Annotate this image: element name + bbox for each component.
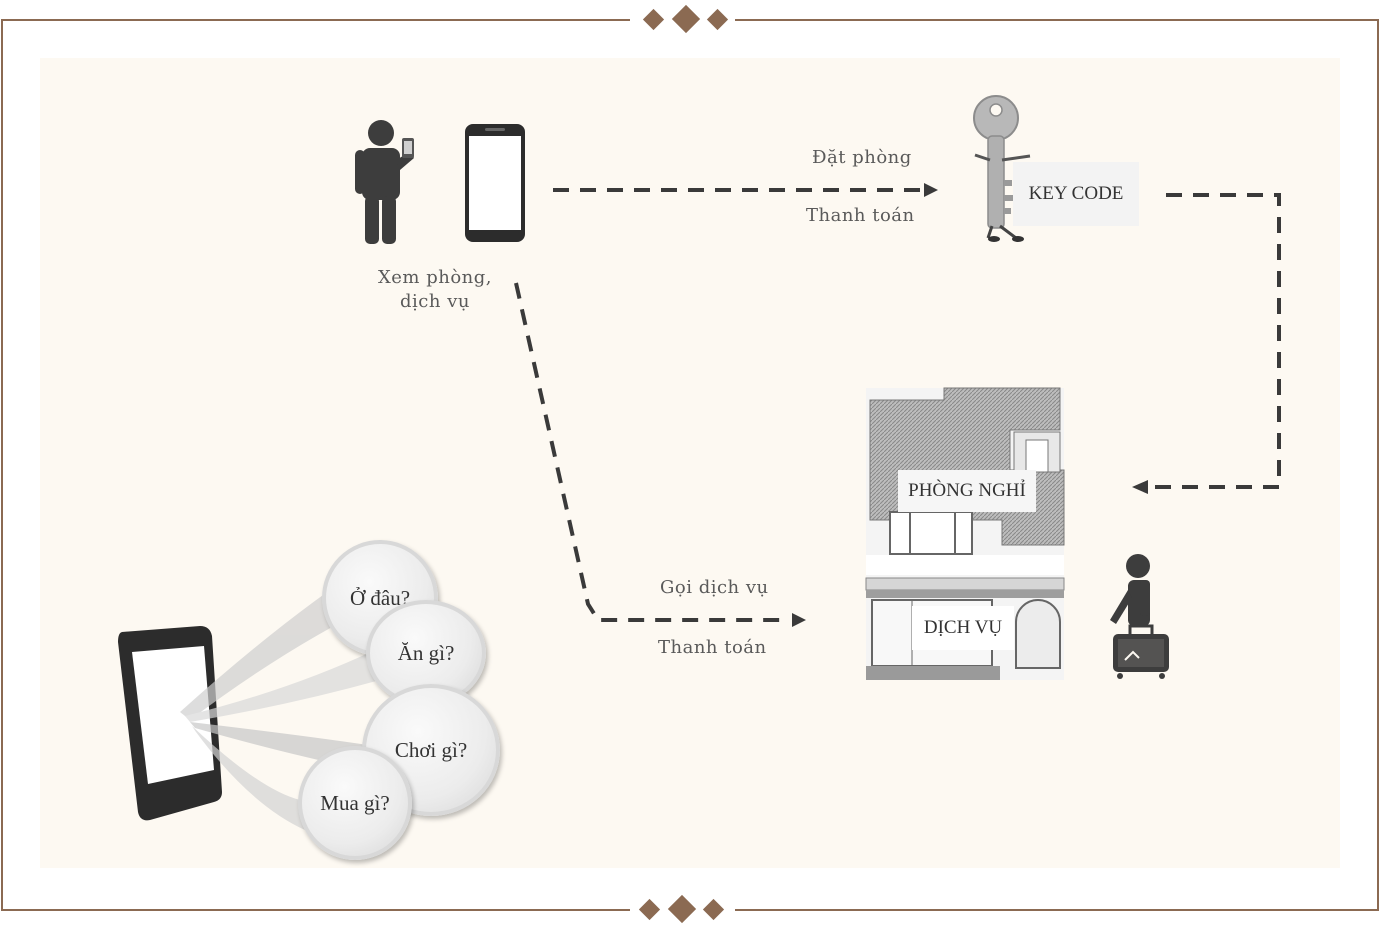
arrow-order-service (514, 282, 790, 622)
bubble-shop: Mua gì? (298, 746, 412, 860)
service-label: DỊCH VỤ (912, 606, 1014, 650)
top-ornament-icon (642, 4, 729, 34)
browse-label: Xem phòng, dịch vụ (370, 266, 500, 314)
key-code-label: KEY CODE (1013, 162, 1139, 226)
arrow-order-service-head (792, 613, 806, 627)
key-character-icon (973, 95, 1031, 242)
browse-label-line-2: dịch vụ (400, 291, 470, 312)
traveler-with-suitcase-icon (1110, 554, 1169, 679)
smartphone-icon (465, 124, 525, 242)
tilted-phone-icon (118, 626, 222, 821)
person-with-phone-icon (355, 120, 414, 244)
book-label: Đặt phòng (812, 147, 912, 168)
pay-bottom-label: Thanh toán (658, 637, 767, 658)
pay-top-label: Thanh toán (806, 205, 915, 226)
browse-label-line-1: Xem phòng, (377, 267, 493, 288)
arrow-key-to-room (1150, 193, 1281, 489)
decorative-frame (1, 19, 1379, 911)
bottom-ornament-icon (638, 894, 725, 924)
arrow-book-pay (553, 183, 938, 197)
order-service-label: Gọi dịch vụ (660, 577, 769, 598)
room-label: PHÒNG NGHỈ (898, 470, 1036, 512)
arrow-key-to-room-head (1132, 480, 1148, 494)
